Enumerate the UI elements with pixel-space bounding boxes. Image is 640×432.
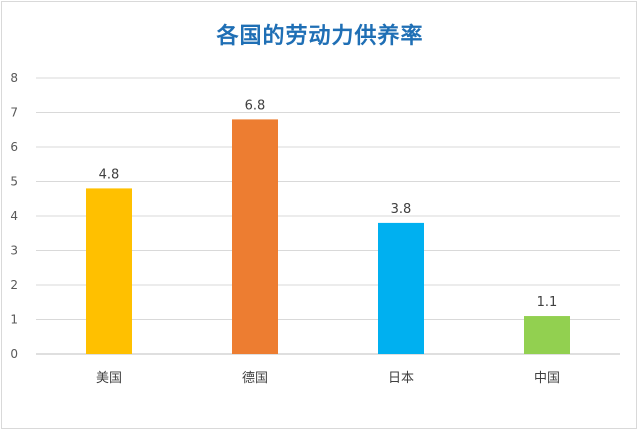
x-tick-label: 日本 — [388, 371, 414, 386]
y-tick-label: 0 — [10, 347, 18, 361]
bar — [232, 119, 278, 355]
x-tick-label: 中国 — [534, 371, 560, 386]
data-label: 1.1 — [537, 295, 558, 310]
y-tick-label: 6 — [10, 140, 18, 154]
y-tick-label: 3 — [10, 244, 18, 258]
bar — [378, 222, 424, 354]
y-tick-label: 8 — [10, 71, 18, 85]
x-tick-label: 美国 — [96, 371, 122, 386]
data-label: 4.8 — [99, 167, 120, 182]
y-tick-label: 5 — [10, 175, 18, 189]
bar — [86, 188, 132, 354]
chart-title: 各国的劳动力供养率 — [216, 24, 424, 49]
y-tick-label: 2 — [10, 278, 18, 292]
data-label: 3.8 — [391, 202, 412, 217]
data-label: 6.8 — [245, 98, 266, 113]
y-tick-label: 7 — [10, 106, 18, 120]
x-tick-label: 德国 — [242, 371, 268, 386]
y-tick-label: 4 — [10, 209, 18, 223]
bar — [524, 316, 570, 354]
y-tick-label: 1 — [10, 313, 18, 327]
